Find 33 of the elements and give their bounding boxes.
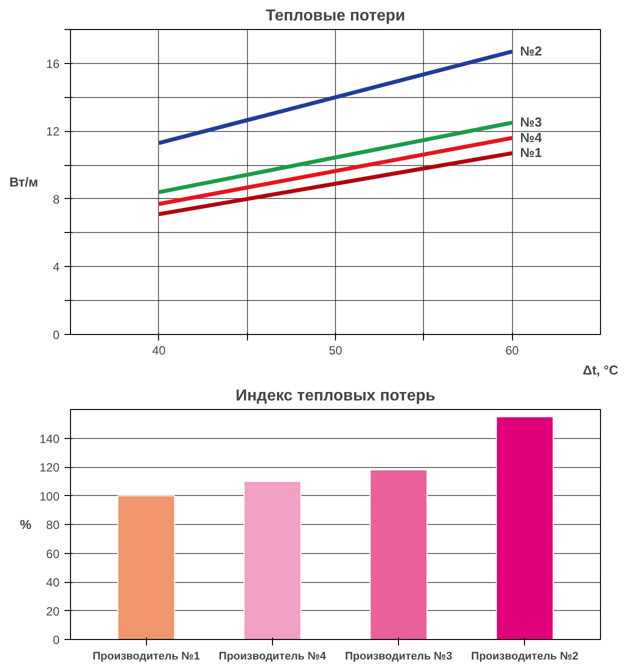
- y-tick-label: 80: [46, 518, 60, 532]
- bar: [244, 480, 302, 640]
- bar: [496, 416, 554, 640]
- y-tick-label: 12: [46, 124, 60, 139]
- y-tick-label: 4: [52, 260, 60, 274]
- y-tick-label: 0: [52, 633, 60, 647]
- x-axis-title: Δt, °C: [582, 362, 619, 378]
- series-label: №4: [520, 130, 543, 145]
- y-axis-title: %: [20, 517, 32, 532]
- y-tick-label: 16: [46, 56, 60, 71]
- series-label: №3: [520, 114, 542, 130]
- x-tick-label: 40: [152, 344, 166, 358]
- y-tick-label: 40: [46, 576, 60, 590]
- x-tick-label: Производитель №2: [471, 650, 578, 662]
- y-tick-label: 120: [39, 460, 60, 474]
- chart-title: Тепловые потери: [266, 8, 406, 24]
- bar: [370, 469, 428, 640]
- chart-title: Индекс тепловых потерь: [236, 388, 436, 404]
- series-label: №2: [520, 44, 542, 59]
- y-tick-label: 8: [52, 192, 60, 206]
- x-tick-label: Производитель №1: [92, 650, 200, 662]
- x-tick-label: Производитель №4: [218, 650, 327, 662]
- y-tick-label: 0: [52, 328, 60, 342]
- y-axis-title: Вт/м: [9, 174, 38, 190]
- bar: [117, 495, 176, 640]
- y-tick-label: 20: [46, 604, 60, 618]
- x-tick-label: Производитель №3: [344, 650, 452, 662]
- y-tick-label: 60: [46, 546, 60, 561]
- y-tick-label: 140: [39, 432, 60, 446]
- y-tick-label: 100: [39, 489, 60, 504]
- x-tick-label: 60: [505, 344, 520, 358]
- x-tick-label: 50: [328, 344, 342, 358]
- series-label: №1: [520, 145, 542, 160]
